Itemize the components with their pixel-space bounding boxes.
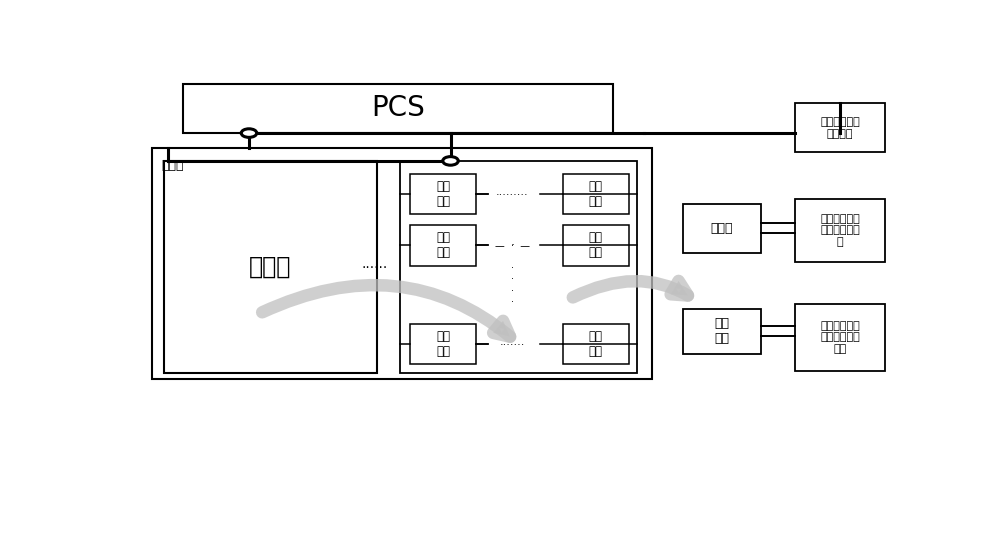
Bar <box>795 200 885 261</box>
Bar <box>683 309 761 354</box>
Text: 电池
单体: 电池 单体 <box>436 180 450 208</box>
Circle shape <box>443 157 458 165</box>
Text: ·
·
·
·: · · · · <box>511 262 514 307</box>
Circle shape <box>241 129 257 137</box>
Bar <box>683 203 761 253</box>
Text: ·······: ······· <box>500 340 525 350</box>
Bar <box>563 173 629 215</box>
Text: ······: ······ <box>361 261 388 275</box>
Bar <box>795 103 885 152</box>
Bar <box>164 161 377 373</box>
Bar <box>410 324 476 364</box>
Text: 待测电站其中
一电池簇测量
处: 待测电站其中 一电池簇测量 处 <box>820 214 860 247</box>
Text: PCS: PCS <box>371 95 425 122</box>
Bar <box>183 84 613 133</box>
Bar <box>410 173 476 215</box>
Text: 电池簇: 电池簇 <box>710 222 733 235</box>
Text: 电池
单体: 电池 单体 <box>714 317 729 345</box>
Text: 待测电站其中
一电池单体测
量处: 待测电站其中 一电池单体测 量处 <box>820 321 860 354</box>
Bar <box>563 324 629 364</box>
Bar <box>400 161 637 373</box>
Text: 电池
单体: 电池 单体 <box>436 330 450 358</box>
FancyArrowPatch shape <box>573 281 688 297</box>
Text: ·········: ········· <box>496 190 529 200</box>
Text: 电池
单体: 电池 单体 <box>436 231 450 260</box>
Text: 电池
单体: 电池 单体 <box>589 330 603 358</box>
Text: 电池
单体: 电池 单体 <box>589 180 603 208</box>
FancyArrowPatch shape <box>262 285 510 337</box>
Text: 电池组: 电池组 <box>161 159 184 172</box>
Text: 待测电站并网
点测量处: 待测电站并网 点测量处 <box>820 117 860 138</box>
Bar <box>152 148 652 379</box>
Text: 电池
单体: 电池 单体 <box>589 231 603 260</box>
Text: 电池簇: 电池簇 <box>249 255 292 279</box>
Bar <box>410 225 476 266</box>
Bar <box>795 304 885 371</box>
Text: —  ·  —: — · — <box>495 241 530 251</box>
Text: ·: · <box>511 239 514 252</box>
Bar <box>563 225 629 266</box>
